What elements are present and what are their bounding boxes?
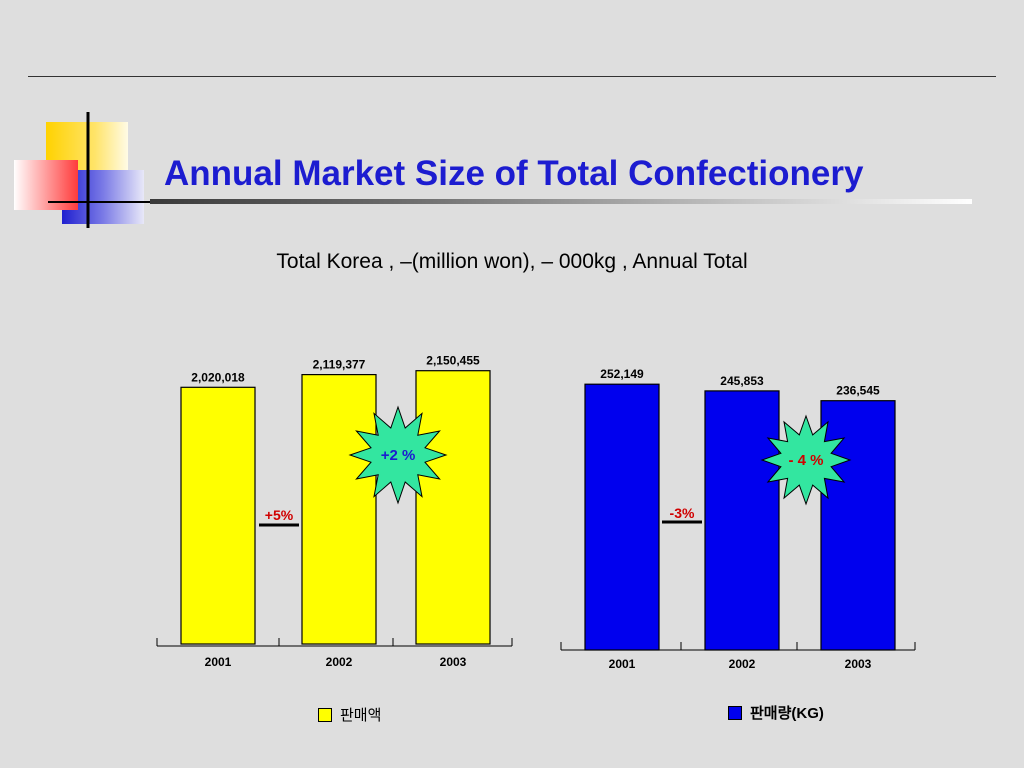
legend-label: 판매량(KG) <box>750 705 824 722</box>
growth-label: +2 % <box>381 447 416 464</box>
bar <box>584 383 660 651</box>
bar <box>704 390 780 651</box>
data-label: 2,119,377 <box>313 358 366 372</box>
legend-swatch-blue <box>728 705 742 720</box>
bar <box>301 374 377 645</box>
growth-label: -3% <box>670 505 695 521</box>
data-label: 2,020,018 <box>191 370 245 384</box>
data-label: 2,150,455 <box>426 354 480 368</box>
x-tick-label: 2002 <box>729 657 756 671</box>
x-tick-label: 2002 <box>326 655 353 669</box>
chart-subtitle: Total Korea , –(million won), – 000kg , … <box>276 250 748 273</box>
growth-label: - 4 % <box>788 452 823 469</box>
page-title: Annual Market Size of Total Confectioner… <box>164 154 864 193</box>
growth-label: +5% <box>265 507 294 523</box>
title-underline <box>150 199 972 204</box>
x-tick-label: 2001 <box>205 655 232 669</box>
legend-label: 판매액 <box>340 707 382 724</box>
data-label: 245,853 <box>720 374 764 388</box>
data-label: 252,149 <box>600 367 644 381</box>
x-tick-label: 2003 <box>440 655 467 669</box>
x-tick-label: 2003 <box>845 657 872 671</box>
legend-sales-volume: 판매량(KG) <box>728 702 824 723</box>
bar <box>820 400 896 651</box>
legend-swatch-yellow <box>318 707 332 722</box>
legend-sales-amount: 판매액 <box>318 704 381 725</box>
bar <box>415 370 491 645</box>
starburst-badge <box>760 414 852 506</box>
bar <box>180 386 256 645</box>
data-label: 236,545 <box>836 384 880 398</box>
decorative-squares-logo <box>14 112 150 228</box>
top-divider <box>28 76 996 77</box>
x-tick-label: 2001 <box>609 657 636 671</box>
starburst-badge <box>348 405 448 505</box>
